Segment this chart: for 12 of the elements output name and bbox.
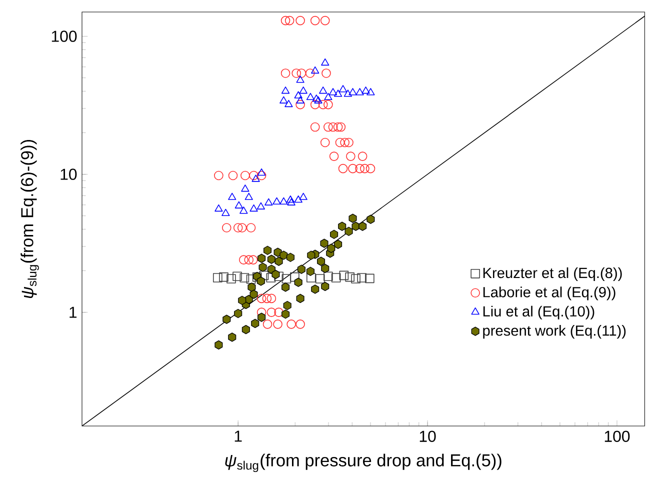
x-tick-label: 1 — [234, 430, 242, 442]
y-tick-label: 10 — [60, 168, 77, 180]
y-axis-title: ψ$_{slug}$(from Eq.(6)-(9)) — [20, 140, 39, 298]
legend-label: Kreuzter et al (Eq.(8)) — [483, 267, 622, 281]
x-axis-title: ψ$_{slug}$(from pressure drop and Eq.(5)) — [225, 454, 502, 472]
x-tick-label: 10 — [420, 430, 436, 442]
y-tick-label: 100 — [52, 30, 77, 42]
x-tick-label: 100 — [604, 430, 630, 442]
legend-label: present work (Eq.(11)) — [483, 325, 626, 339]
legend-label: Liu et al (Eq.(10)) — [483, 306, 594, 320]
y-tick-label: 1 — [70, 306, 77, 318]
legend-label: Laborie et al (Eq.(9)) — [483, 286, 616, 300]
